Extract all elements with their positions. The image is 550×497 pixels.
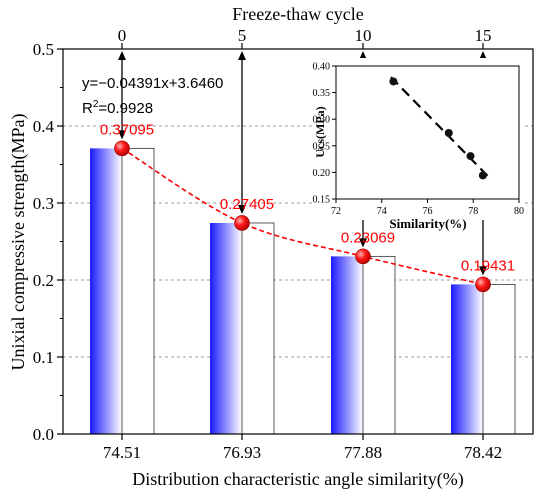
inset-point — [478, 171, 487, 180]
inset-y-tick-label: 0.35 — [313, 88, 331, 99]
inset-x-tick-label: 78 — [468, 206, 478, 217]
cycle-arrow-head — [118, 51, 126, 60]
x-tick-label: 78.42 — [464, 443, 502, 462]
inset-x-tick-label: 72 — [331, 206, 341, 217]
inset-background — [313, 58, 523, 220]
cycle-arrow-head — [359, 238, 367, 248]
x-axis-label: Distribution characteristic angle simila… — [132, 469, 463, 490]
inset-fit-line — [390, 76, 491, 179]
bar-outline — [241, 222, 275, 435]
y-tick-label: 0.2 — [33, 271, 54, 290]
x-tick-label: 76.93 — [223, 443, 261, 462]
inset-point — [466, 152, 475, 161]
bar-gradient — [451, 284, 483, 434]
inset-x-tick-label: 76 — [423, 206, 433, 217]
top-axis-label: Freeze-thaw cycle — [232, 4, 363, 24]
data-label: 0.27405 — [220, 196, 274, 213]
inset-y-axis-label: Ucs(MPa) — [313, 106, 327, 157]
y-axis: 0.0 0.1 0.2 0.3 0.4 0.5 — [33, 40, 63, 444]
bar-gradient — [90, 148, 122, 434]
y-tick-label: 0.1 — [33, 348, 54, 367]
inset-axes: 72 74 76 78 80 0.15 0.20 0.25 0.30 0.35 0.40 — [313, 62, 525, 218]
bar-gradient — [210, 222, 242, 434]
bar-outline — [482, 283, 516, 435]
y-tick-label: 0.4 — [33, 117, 55, 136]
fit-curve — [114, 140, 491, 293]
data-label: 0.19431 — [461, 257, 515, 274]
y-axis-label: Unixial compressive strength(MPa) — [8, 114, 29, 371]
cycle-arrow-head — [359, 51, 367, 60]
data-label: 0.37095 — [100, 121, 154, 138]
cycle-arrow-head — [479, 266, 487, 276]
bar-outline — [362, 255, 396, 435]
top-tick-label: 15 — [475, 26, 492, 45]
inset-y-tick-label: 0.40 — [313, 62, 331, 73]
bar-outline — [121, 147, 155, 435]
bars — [90, 147, 516, 435]
top-tick-label: 0 — [118, 26, 127, 45]
bar-gradient — [331, 256, 363, 434]
data-label: 0.23069 — [341, 229, 395, 246]
inset-y-tick-label: 0.20 — [313, 168, 331, 179]
inset-y-tick-label: 0.25 — [313, 141, 331, 152]
fit-equation: y=−0.04391x+3.6460 — [82, 75, 223, 92]
x-axis: 74.51 76.93 77.88 78.42 — [103, 434, 502, 462]
x-tick-label: 77.88 — [344, 443, 382, 462]
data-point-marker — [114, 140, 130, 157]
top-tick-label: 5 — [238, 26, 247, 45]
y-tick-label: 0.5 — [33, 40, 54, 59]
fit-curve-line — [121, 147, 484, 286]
inset-point — [444, 129, 453, 138]
y-tick-label: 0.0 — [33, 425, 54, 444]
inset-points — [389, 76, 491, 180]
cycle-arrow-head — [479, 51, 487, 60]
y-tick-label: 0.3 — [33, 194, 54, 213]
cycle-arrow-head — [118, 130, 126, 140]
cycle-arrow-head — [238, 204, 246, 214]
top-axis: 0 5 10 15 — [118, 26, 492, 49]
fit-r-squared: R2=0.9928 — [82, 99, 153, 117]
inset-y-tick-label: 0.15 — [313, 195, 331, 206]
inset-x-tick-label: 80 — [514, 206, 524, 217]
data-point-marker — [475, 276, 491, 293]
inset-y-tick-label: 0.30 — [313, 115, 331, 126]
inset-x-axis-label: Similarity(%) — [389, 216, 466, 231]
top-tick-label: 10 — [355, 26, 372, 45]
inset-chart: 72 74 76 78 80 0.15 0.20 0.25 0.30 0.35 0.40 Ucs(M… — [313, 58, 525, 231]
data-labels: 0.37095 0.27405 0.23069 0.19431 — [100, 121, 515, 274]
inset-point — [389, 77, 398, 86]
cycle-arrow-head — [238, 51, 246, 60]
inset-x-tick-label: 74 — [377, 206, 387, 217]
data-point-marker — [355, 248, 371, 265]
data-point-marker — [234, 215, 250, 231]
x-tick-label: 74.51 — [103, 443, 141, 462]
